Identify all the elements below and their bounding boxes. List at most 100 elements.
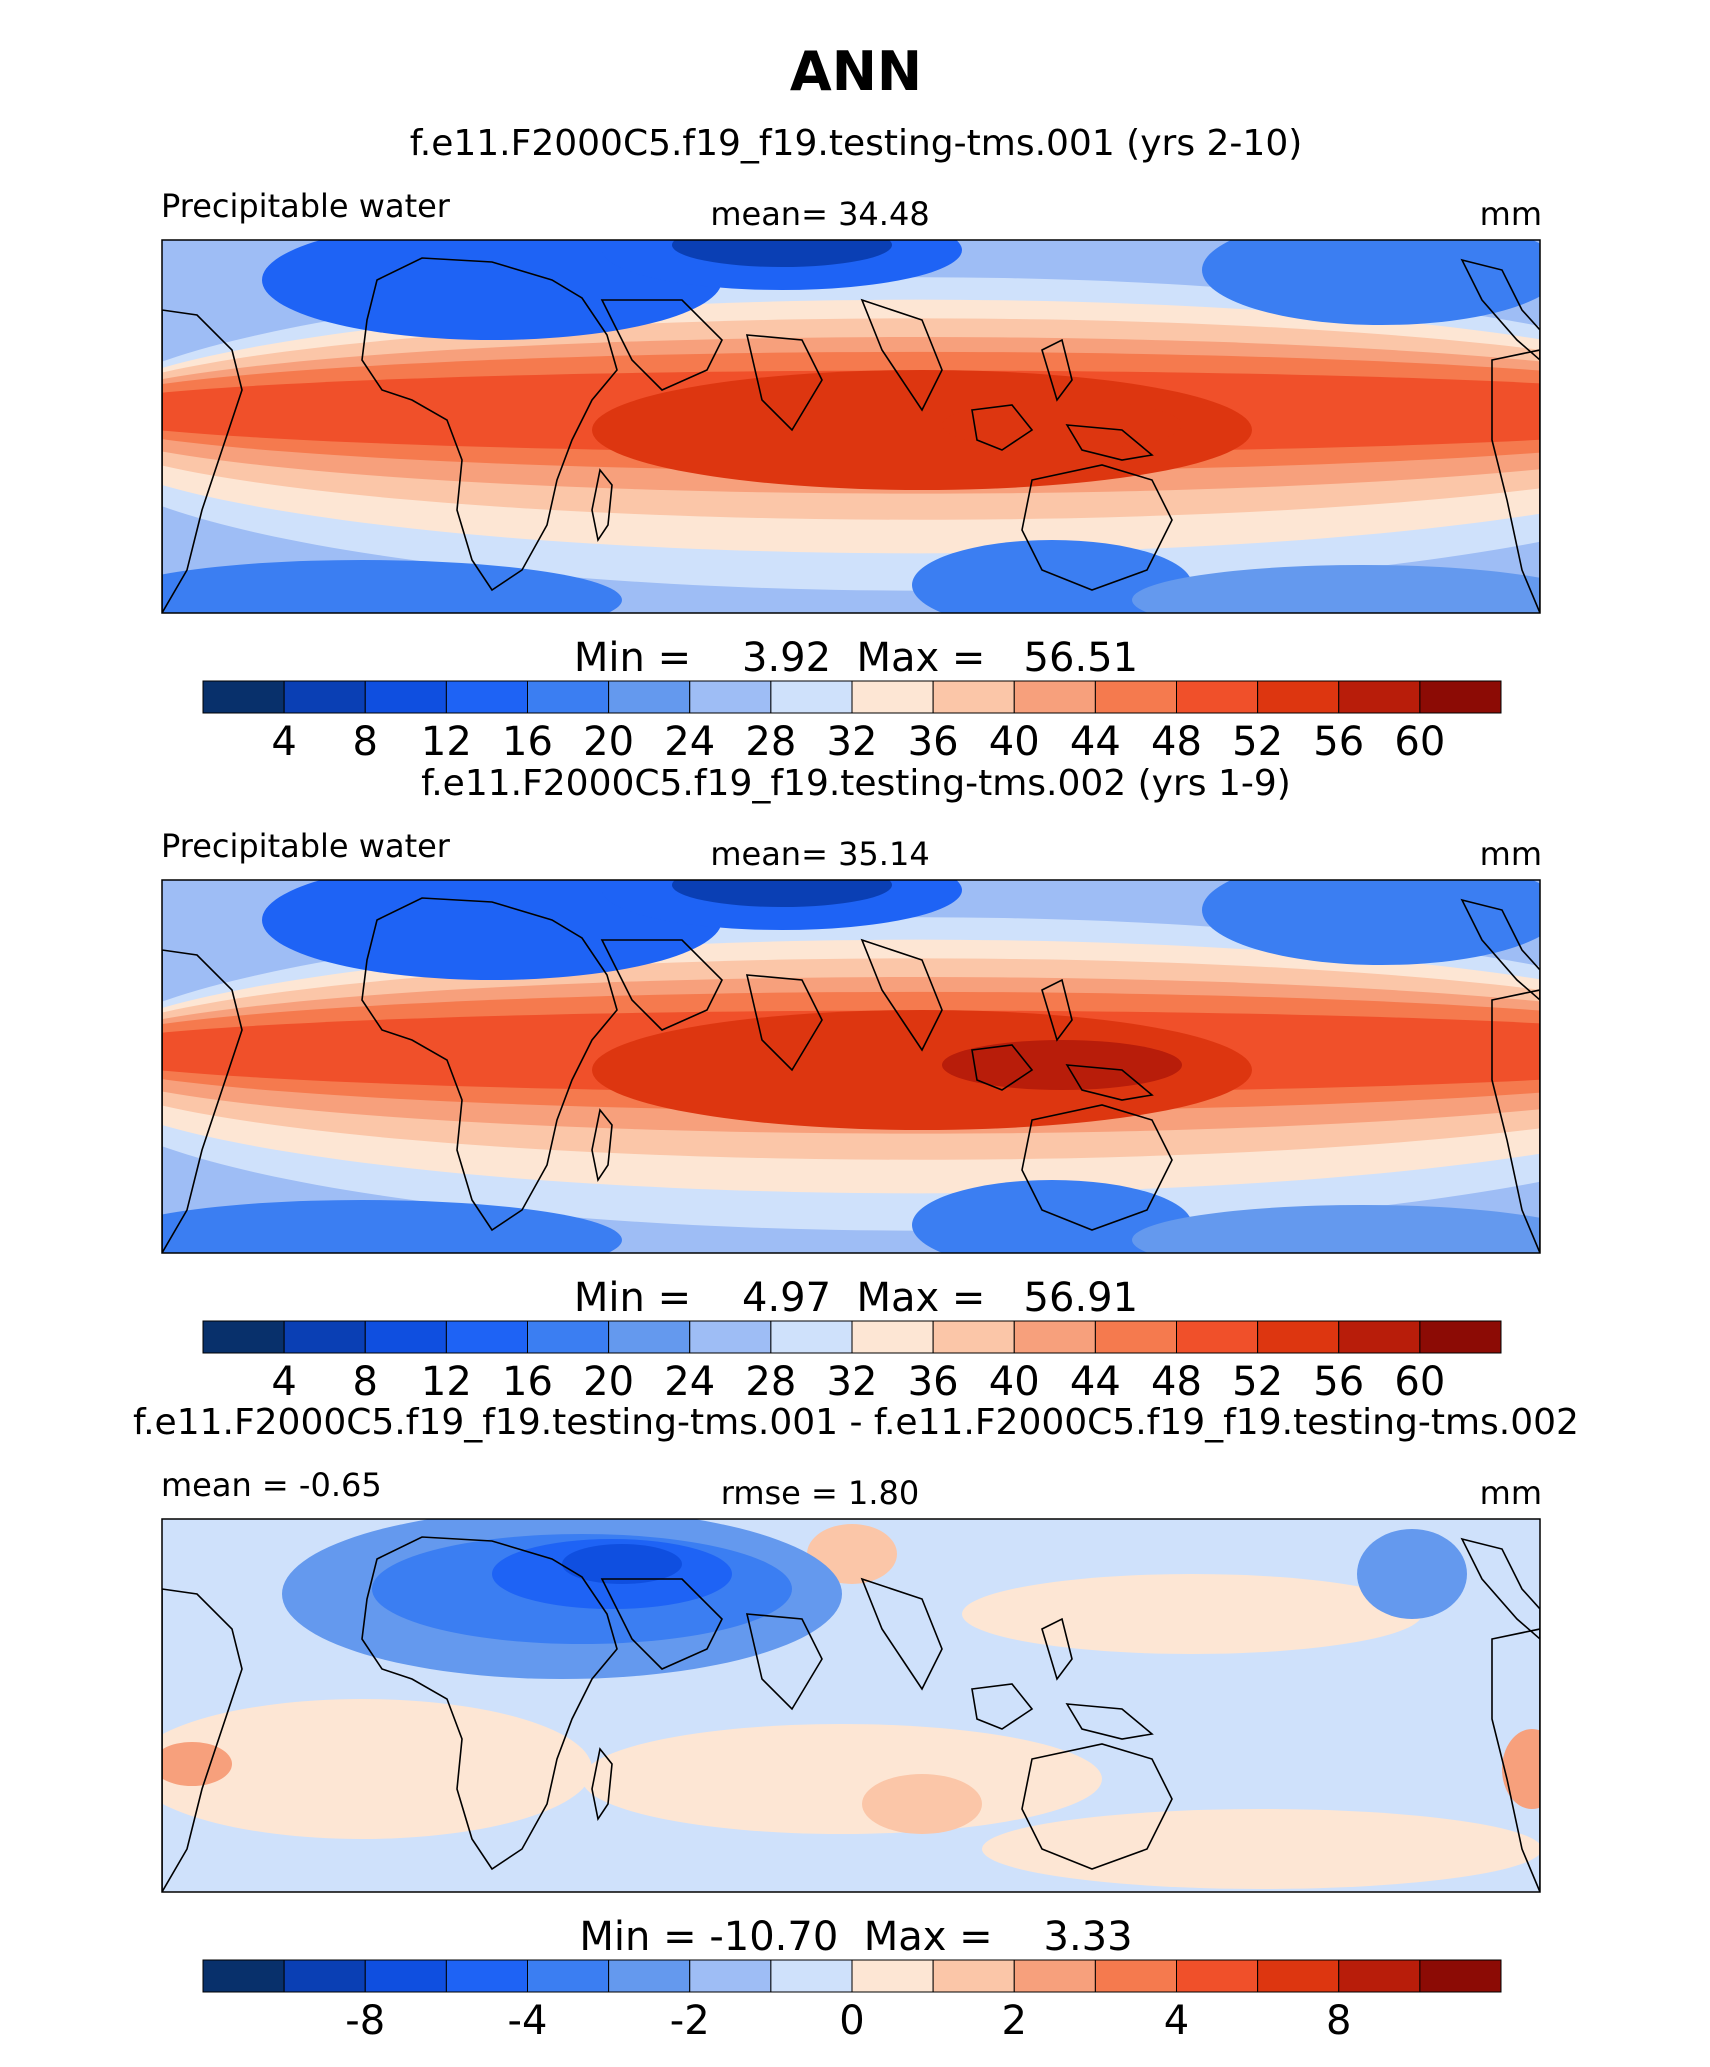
colorbar-swatch xyxy=(1419,1959,1502,1993)
panel-3: f.e11.F2000C5.f19_f19.testing-tms.001 - … xyxy=(133,1402,1579,2044)
colorbar-tick-label: 8 xyxy=(353,719,378,765)
colorbar-swatch xyxy=(283,1959,366,1993)
colorbar-swatch xyxy=(608,1320,691,1354)
colorbar-swatch xyxy=(608,680,691,714)
colorbar-swatch xyxy=(1338,680,1421,714)
colorbar-tick-label: 44 xyxy=(1070,719,1121,765)
colorbar-tick-label: 2 xyxy=(1002,1998,1027,2044)
coastlines xyxy=(162,1536,1540,1892)
panel-left-label: mean = -0.65 xyxy=(161,1466,382,1504)
colorbar-tick-label: 8 xyxy=(353,1359,378,1405)
colorbar-tick-label: 28 xyxy=(745,719,796,765)
colorbar: 4 8 12 16 20 24 28 32 36 40 44 48 52 56 60 xyxy=(202,1320,1502,1405)
coastlines xyxy=(162,897,1540,1253)
colorbar-swatch xyxy=(527,680,610,714)
colorbar-tick-label: 24 xyxy=(664,719,715,765)
colorbar-swatch xyxy=(202,1959,285,1993)
colorbar-swatch xyxy=(283,680,366,714)
panel-1: f.e11.F2000C5.f19_f19.testing-tms.001 (y… xyxy=(161,123,1542,765)
colorbar-tick-label: 48 xyxy=(1151,1359,1202,1405)
colorbar-swatch xyxy=(202,1320,285,1354)
panel-subtitle: f.e11.F2000C5.f19_f19.testing-tms.001 - … xyxy=(133,1402,1579,1443)
colorbar-swatch xyxy=(1419,680,1502,714)
colorbar-swatch xyxy=(851,1959,934,1993)
colorbar-swatch xyxy=(932,1959,1015,1993)
colorbar-swatch xyxy=(202,680,285,714)
colorbar-swatch xyxy=(851,680,934,714)
colorbar-tick-label: 44 xyxy=(1070,1359,1121,1405)
colorbar-swatch xyxy=(1257,1959,1340,1993)
min-max-label: Min = 3.92 Max = 56.51 xyxy=(574,635,1138,681)
colorbar-swatch xyxy=(932,1320,1015,1354)
colorbar-tick-label: 40 xyxy=(989,1359,1040,1405)
colorbar-swatch xyxy=(1338,1959,1421,1993)
panel-center-label: mean= 35.14 xyxy=(710,835,929,873)
figure-title: ANN xyxy=(790,40,922,103)
colorbar-tick-label: 16 xyxy=(502,1359,553,1405)
colorbar-swatch xyxy=(445,680,528,714)
colorbar: 4 8 12 16 20 24 28 32 36 40 44 48 52 56 60 xyxy=(202,680,1502,765)
colorbar-swatch xyxy=(1094,1320,1177,1354)
panel-center-label: rmse = 1.80 xyxy=(721,1474,920,1512)
colorbar-swatch xyxy=(1338,1320,1421,1354)
panel-center-label: mean= 34.48 xyxy=(710,195,929,233)
map-frame xyxy=(161,239,1541,614)
colorbar-swatch xyxy=(1176,1959,1259,1993)
colorbar-swatch xyxy=(364,1320,447,1354)
panel-subtitle: f.e11.F2000C5.f19_f19.testing-tms.002 (y… xyxy=(421,763,1291,804)
coastlines xyxy=(162,257,1540,613)
colorbar-swatch xyxy=(1257,680,1340,714)
colorbar-tick-label: 16 xyxy=(502,719,553,765)
colorbar-tick-label: 12 xyxy=(421,719,472,765)
colorbar-tick-label: 24 xyxy=(664,1359,715,1405)
colorbar-swatch xyxy=(689,680,772,714)
colorbar-swatch xyxy=(1176,680,1259,714)
colorbar-tick-label: 8 xyxy=(1326,1998,1351,2044)
colorbar-swatch xyxy=(608,1959,691,1993)
colorbar-tick-label: -4 xyxy=(508,1998,548,2044)
colorbar-swatch xyxy=(1419,1320,1502,1354)
map-field xyxy=(162,880,1540,1253)
colorbar-tick-label: 52 xyxy=(1232,1359,1283,1405)
panel-2: f.e11.F2000C5.f19_f19.testing-tms.002 (y… xyxy=(161,763,1542,1405)
colorbar-tick-label: 4 xyxy=(271,719,296,765)
colorbar-swatch xyxy=(364,680,447,714)
panel-left-label: Precipitable water xyxy=(161,827,451,865)
map-frame xyxy=(161,879,1541,1254)
panel-left-label: Precipitable water xyxy=(161,187,451,225)
colorbar-tick-label: 4 xyxy=(271,1359,296,1405)
panel-units-label: mm xyxy=(1480,1474,1542,1512)
colorbar-swatch xyxy=(364,1959,447,1993)
colorbar-swatch xyxy=(689,1959,772,1993)
colorbar-tick-label: 48 xyxy=(1151,719,1202,765)
map-field xyxy=(162,1519,1540,1892)
colorbar-tick-label: 12 xyxy=(421,1359,472,1405)
colorbar: -8 -4 -2 0 2 4 8 xyxy=(202,1959,1502,2044)
colorbar-swatch xyxy=(1013,1320,1096,1354)
colorbar-tick-label: 36 xyxy=(908,1359,959,1405)
colorbar-tick-label: -8 xyxy=(345,1998,385,2044)
colorbar-swatch xyxy=(932,680,1015,714)
colorbar-tick-label: 40 xyxy=(989,719,1040,765)
colorbar-swatch xyxy=(1257,1320,1340,1354)
min-max-label: Min = 4.97 Max = 56.91 xyxy=(574,1275,1138,1321)
colorbar-swatch xyxy=(1013,1959,1096,1993)
colorbar-tick-label: 28 xyxy=(745,1359,796,1405)
colorbar-swatch xyxy=(283,1320,366,1354)
colorbar-swatch xyxy=(445,1320,528,1354)
colorbar-tick-label: 60 xyxy=(1394,719,1445,765)
colorbar-swatch xyxy=(1094,1959,1177,1993)
map-frame xyxy=(161,1518,1541,1893)
colorbar-tick-label: 32 xyxy=(827,719,878,765)
colorbar-swatch xyxy=(770,1959,853,1993)
colorbar-tick-label: 60 xyxy=(1394,1359,1445,1405)
min-max-label: Min = -10.70 Max = 3.33 xyxy=(579,1914,1132,1960)
colorbar-tick-label: 56 xyxy=(1313,1359,1364,1405)
colorbar-tick-label: 52 xyxy=(1232,719,1283,765)
colorbar-swatch xyxy=(689,1320,772,1354)
panel-units-label: mm xyxy=(1480,835,1542,873)
colorbar-swatch xyxy=(1176,1320,1259,1354)
colorbar-swatch xyxy=(770,680,853,714)
colorbar-tick-label: 20 xyxy=(583,719,634,765)
